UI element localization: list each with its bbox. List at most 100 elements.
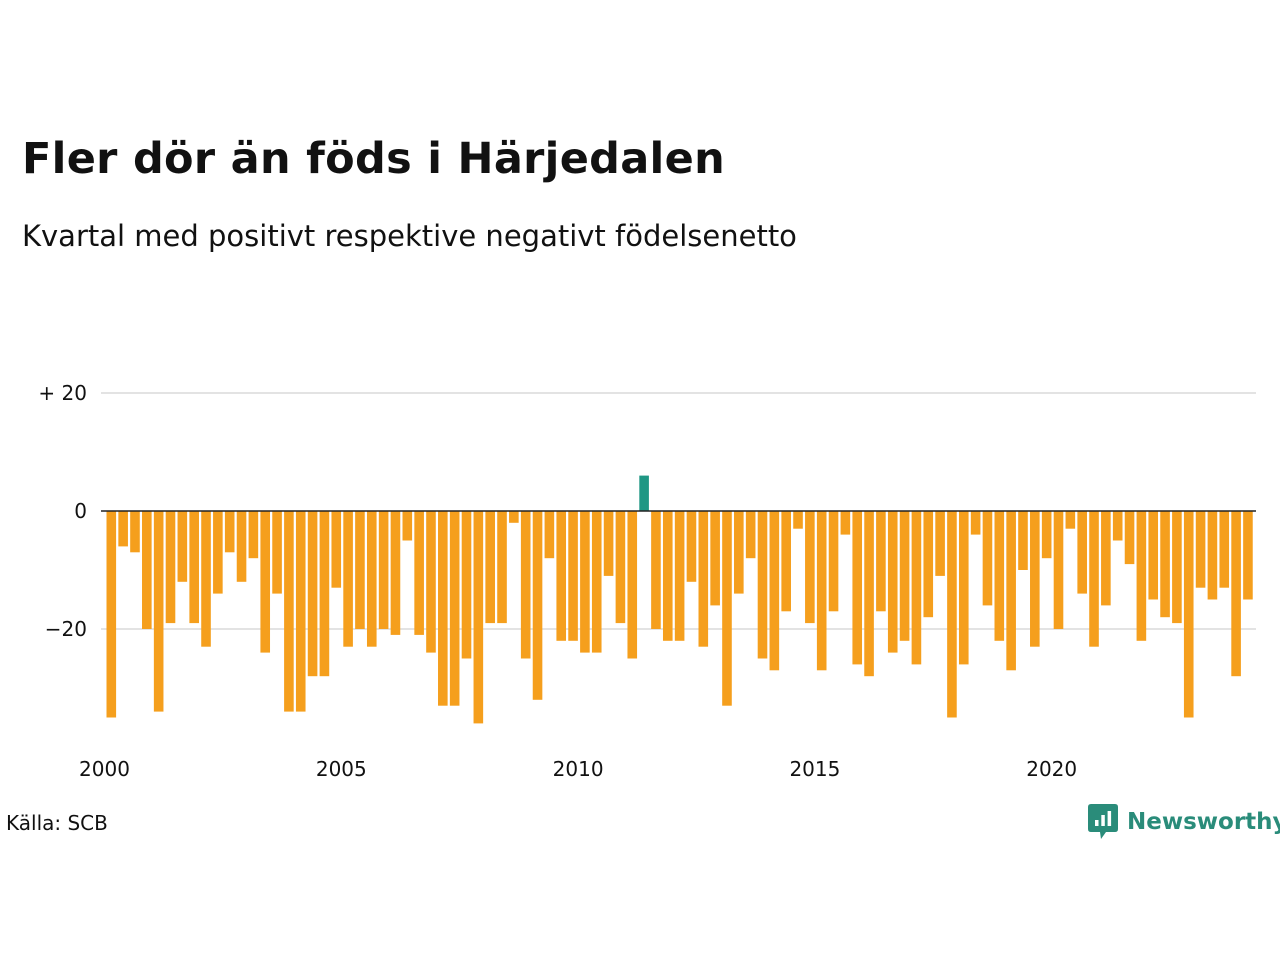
bar	[449, 511, 460, 706]
logo-text: Newsworthy	[1127, 809, 1280, 835]
bar	[1018, 511, 1028, 570]
x-tick-label: 2005	[316, 757, 367, 781]
bar	[887, 511, 898, 653]
bar	[662, 511, 673, 641]
bar	[189, 511, 199, 624]
x-axis-ticks: 2000 2005 2010 2015 2020	[79, 757, 1077, 781]
bar	[497, 511, 507, 624]
bar	[958, 511, 969, 665]
bar	[639, 475, 649, 511]
x-tick-label: 2015	[789, 757, 840, 781]
bar	[686, 511, 697, 582]
bar	[1124, 511, 1135, 565]
chart-subtitle: Kvartal med positivt respektive negativt…	[22, 219, 797, 253]
bar	[674, 511, 685, 641]
bar	[366, 511, 377, 647]
bar	[414, 511, 424, 635]
bar	[272, 511, 282, 594]
bar	[911, 511, 922, 665]
bar	[722, 511, 732, 706]
bar	[1148, 511, 1159, 600]
bar	[509, 511, 519, 523]
bar	[745, 511, 756, 559]
bar	[295, 511, 306, 712]
bar	[331, 511, 342, 588]
bar	[923, 511, 934, 618]
bar	[438, 511, 448, 706]
bar	[402, 511, 413, 541]
bar	[520, 511, 531, 659]
bar	[556, 511, 567, 641]
bar	[142, 511, 152, 629]
bar	[248, 511, 259, 559]
bar	[106, 511, 117, 718]
bar	[1160, 511, 1170, 618]
bar	[864, 511, 874, 677]
bar	[1101, 511, 1111, 606]
bars	[101, 475, 1256, 724]
bar	[781, 511, 791, 612]
source-note: Källa: SCB	[6, 811, 108, 835]
bar	[153, 511, 164, 712]
bar	[1030, 511, 1040, 647]
bar	[1219, 511, 1230, 588]
bar	[1077, 511, 1087, 594]
bar	[130, 511, 140, 553]
y-tick-label: + 20	[38, 381, 87, 405]
bar	[1231, 511, 1241, 677]
bar	[473, 511, 484, 724]
bar	[852, 511, 863, 665]
bar	[355, 511, 365, 629]
bar	[982, 511, 993, 606]
bar	[580, 511, 590, 653]
bar	[343, 511, 353, 647]
bar	[568, 511, 578, 641]
bar	[591, 511, 602, 653]
bar	[876, 511, 886, 612]
bar	[378, 511, 389, 629]
bar	[1065, 511, 1076, 529]
newsworthy-chart-bubble-icon	[1088, 804, 1118, 839]
y-axis-ticks: + 20 0 −20	[38, 381, 87, 641]
bar	[201, 511, 211, 647]
bar	[828, 511, 839, 612]
bar	[840, 511, 851, 535]
bar	[651, 511, 661, 629]
bar	[757, 511, 768, 659]
bar	[1006, 511, 1016, 671]
bar	[734, 511, 744, 594]
bar	[615, 511, 626, 624]
x-tick-label: 2020	[1026, 757, 1077, 781]
bar	[390, 511, 401, 635]
bar	[899, 511, 910, 641]
bar	[307, 511, 318, 677]
x-tick-label: 2010	[553, 757, 604, 781]
bar	[224, 511, 235, 553]
bar	[769, 511, 780, 671]
bar	[485, 511, 495, 624]
bar	[710, 511, 720, 606]
x-tick-label: 2000	[79, 757, 130, 781]
bar	[935, 511, 945, 576]
bar	[165, 511, 176, 624]
bar	[1172, 511, 1182, 624]
bar	[260, 511, 271, 653]
bar	[1136, 511, 1147, 641]
bar-chart: + 20 0 −20 2000 2005 2010 2015 2020	[38, 381, 1256, 781]
bar	[236, 511, 247, 582]
y-tick-label: −20	[45, 617, 87, 641]
y-tick-label: 0	[74, 499, 87, 523]
bar	[284, 511, 294, 712]
bar	[627, 511, 638, 659]
bar	[1089, 511, 1099, 647]
bar	[698, 511, 709, 647]
chart-title: Fler dör än föds i Härjedalen	[22, 134, 725, 184]
bar	[947, 511, 957, 718]
bar	[1195, 511, 1206, 588]
bar	[1112, 511, 1123, 541]
bar	[319, 511, 330, 677]
bar	[1183, 511, 1194, 718]
bar	[793, 511, 803, 529]
bar	[544, 511, 555, 559]
bar	[805, 511, 815, 624]
